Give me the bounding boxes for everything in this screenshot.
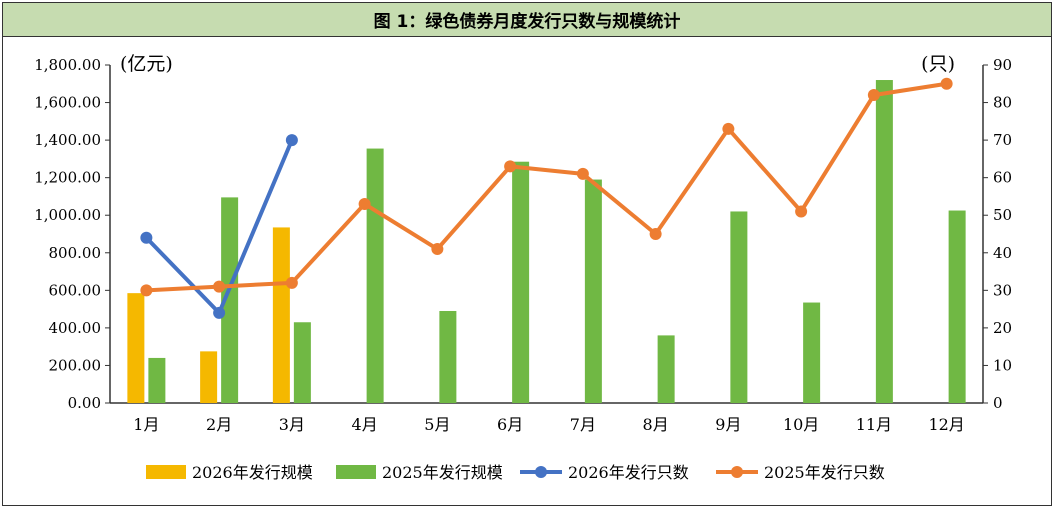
x-tick-label: 2月 xyxy=(206,415,232,434)
left-tick-label: 1,200.00 xyxy=(34,169,101,187)
left-tick-label: 1,400.00 xyxy=(34,131,101,149)
x-tick-label: 5月 xyxy=(424,415,450,434)
bar-2025 xyxy=(803,302,821,403)
data-point xyxy=(140,231,153,244)
data-point xyxy=(649,228,662,240)
bar-2025 xyxy=(584,179,602,403)
axes-group: 0.00 200.00 400.00 600.00 800.00 1,000.00 1,20… xyxy=(34,56,1012,434)
right-tick-label: 90 xyxy=(993,56,1012,74)
left-tick-label: 800.00 xyxy=(49,244,102,262)
x-tick-label: 4月 xyxy=(352,415,378,434)
x-tick-label: 8月 xyxy=(643,415,669,434)
data-point xyxy=(285,276,298,289)
left-tick-label: 0.00 xyxy=(68,394,101,412)
bar-2025 xyxy=(148,357,166,403)
chart-title: 图 1：绿色债券月度发行只数与规模统计 xyxy=(3,3,1051,37)
legend-swatch xyxy=(146,465,186,479)
data-point xyxy=(722,122,735,135)
data-point xyxy=(213,306,226,319)
left-tick-label: 600.00 xyxy=(49,281,102,299)
x-tick-label: 9月 xyxy=(715,415,741,434)
x-tick-label: 1月 xyxy=(133,415,159,434)
x-tick-label: 7月 xyxy=(570,415,596,434)
left-axis-unit: (亿元) xyxy=(120,53,173,75)
data-point xyxy=(213,280,226,293)
data-point xyxy=(576,167,589,180)
bar-2025 xyxy=(439,310,457,403)
right-tick-label: 0 xyxy=(993,394,1003,412)
bar-2026 xyxy=(272,227,290,403)
left-tick-label: 1,000.00 xyxy=(34,206,101,224)
right-tick-label: 80 xyxy=(993,94,1012,112)
series-line-2025 xyxy=(144,81,949,293)
right-tick-label: 30 xyxy=(993,281,1012,299)
bar-2025 xyxy=(948,210,966,403)
bar-2025 xyxy=(730,211,748,403)
bar-2025 xyxy=(512,161,530,403)
data-point xyxy=(795,205,808,218)
bar-2025 xyxy=(875,80,893,404)
bar-2026 xyxy=(127,293,145,403)
legend-label: 2025年发行只数 xyxy=(764,463,885,482)
left-tick-label: 200.00 xyxy=(49,356,102,374)
right-tick-label: 60 xyxy=(993,169,1012,187)
x-tick-label: 10月 xyxy=(783,415,819,434)
legend: 2026年发行规模 2025年发行规模 2026年发行只数 2025年发行只数 xyxy=(146,463,885,482)
right-tick-label: 10 xyxy=(993,356,1012,374)
x-tick-label: 6月 xyxy=(497,415,523,434)
data-point xyxy=(285,134,298,147)
left-tick-label: 1,800.00 xyxy=(34,56,101,74)
legend-label: 2025年发行规模 xyxy=(382,463,503,482)
right-axis-unit: (只) xyxy=(921,53,955,75)
legend-label: 2026年发行只数 xyxy=(568,463,689,482)
data-point xyxy=(140,284,153,297)
bar-2025 xyxy=(366,148,384,403)
x-tick-label: 3月 xyxy=(279,415,305,434)
right-tick-label: 20 xyxy=(993,319,1012,337)
legend-swatch xyxy=(336,465,376,479)
right-tick-label: 50 xyxy=(993,206,1012,224)
x-tick-label: 12月 xyxy=(928,415,964,434)
left-tick-label: 400.00 xyxy=(49,319,102,337)
legend-marker xyxy=(535,466,547,478)
x-tick-label: 11月 xyxy=(856,415,892,434)
data-point xyxy=(431,243,444,256)
left-tick-label: 1,600.00 xyxy=(34,94,101,112)
data-point xyxy=(358,197,371,210)
bar-2025 xyxy=(293,322,311,403)
bar-2025 xyxy=(657,335,675,403)
data-point xyxy=(867,89,880,102)
bar-2025 xyxy=(221,197,239,403)
legend-marker xyxy=(731,466,743,478)
data-point xyxy=(504,160,517,173)
right-tick-label: 40 xyxy=(993,244,1012,262)
bar-2026 xyxy=(200,351,218,403)
data-point xyxy=(940,77,953,90)
right-tick-label: 70 xyxy=(993,131,1012,149)
legend-label: 2026年发行规模 xyxy=(192,463,313,482)
bars-group xyxy=(127,80,966,404)
lines-group xyxy=(140,77,953,319)
